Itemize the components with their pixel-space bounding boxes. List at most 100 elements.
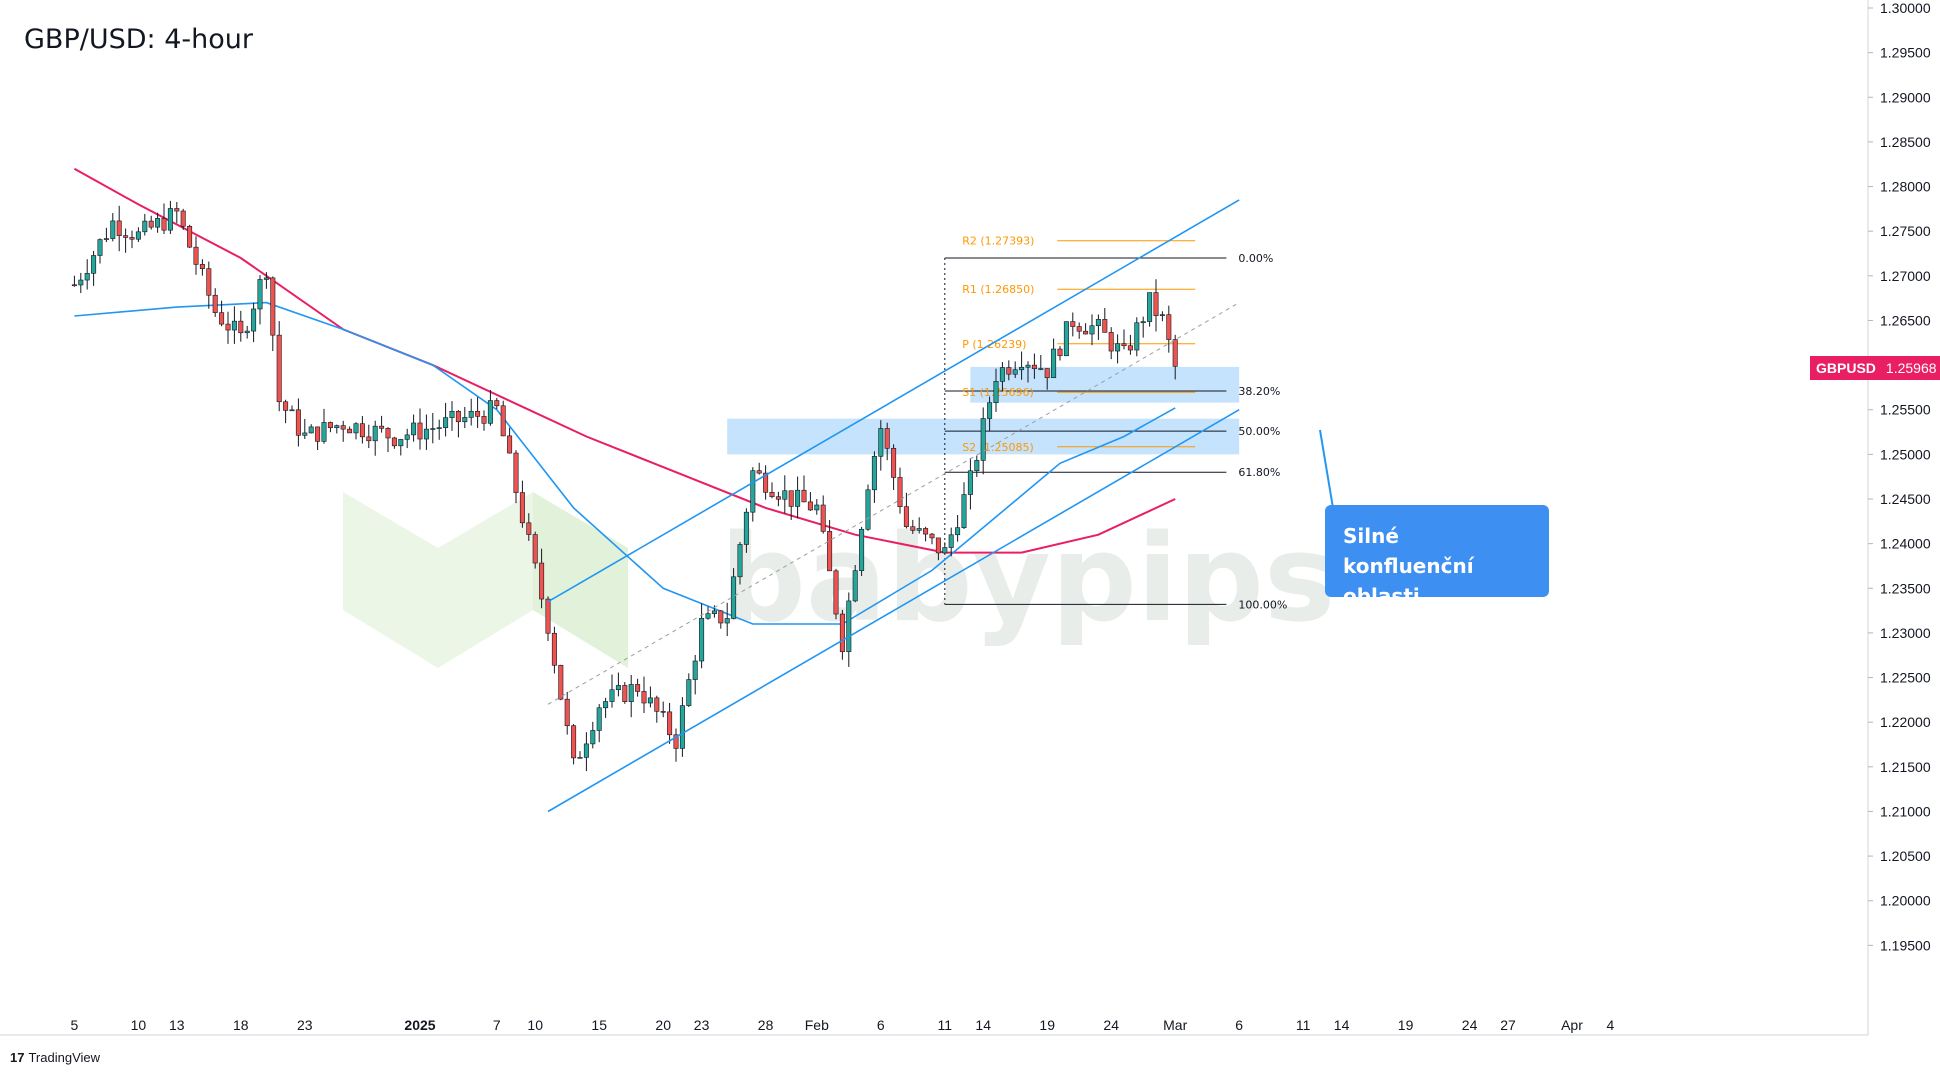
candle (436, 419, 442, 440)
price-axis-tick: 1.29500 (1880, 45, 1931, 61)
candle (110, 213, 116, 242)
candle (1159, 311, 1165, 322)
candle (398, 438, 404, 456)
candle (961, 482, 967, 529)
candle (91, 250, 97, 286)
time-axis-tick: 14 (1334, 1017, 1350, 1033)
tradingview-logo: 17 TradingView (10, 1050, 100, 1065)
candle (295, 398, 301, 447)
candle (635, 678, 641, 697)
candle (827, 520, 833, 572)
candle (782, 475, 788, 514)
candle (775, 491, 781, 507)
candle (974, 455, 980, 477)
candle (193, 236, 199, 275)
price-axis-tick: 1.22000 (1880, 714, 1931, 730)
candle (801, 475, 807, 503)
callout-line-2: oblasti (1343, 584, 1420, 608)
price-axis-tick: 1.27000 (1880, 268, 1931, 284)
price-tag-symbol: GBPUSD (1816, 359, 1876, 376)
chart-title: GBP/USD: 4-hour (24, 24, 253, 55)
time-axis-tick: 28 (758, 1017, 774, 1033)
price-axis-tick: 1.29000 (1880, 89, 1931, 105)
price-axis-tick: 1.19500 (1880, 937, 1931, 953)
candle (923, 526, 929, 542)
candle (859, 526, 865, 576)
time-axis-tick: 24 (1103, 1017, 1119, 1033)
candle (1070, 312, 1076, 337)
callout-line-1: Silné konfluenční (1343, 524, 1474, 578)
candle (443, 402, 449, 437)
candle (84, 259, 90, 290)
candle (532, 531, 538, 569)
candle (1102, 308, 1108, 333)
time-axis-tick: Feb (805, 1017, 829, 1033)
time-axis-tick: 20 (655, 1017, 671, 1033)
price-axis-tick: 1.25000 (1880, 446, 1931, 462)
candle (308, 424, 314, 434)
candle (379, 415, 385, 433)
candle (692, 654, 698, 695)
time-axis-tick: Apr (1561, 1017, 1583, 1033)
candle (942, 542, 948, 554)
time-axis-tick: 27 (1500, 1017, 1516, 1033)
candle (583, 732, 589, 772)
candle (487, 389, 493, 426)
candle (430, 412, 436, 444)
candle (871, 451, 877, 503)
candle (897, 467, 903, 514)
time-axis-tick: 24 (1462, 1017, 1478, 1033)
candle (340, 420, 346, 442)
fib-level-label: 50.00% (1238, 425, 1280, 438)
candle (334, 424, 340, 434)
candle (686, 673, 692, 707)
candle (276, 321, 282, 412)
candle (1153, 279, 1159, 332)
candle (123, 228, 129, 253)
candle (769, 482, 775, 499)
candle (724, 602, 730, 637)
candle (219, 300, 225, 327)
time-axis-tick: 7 (493, 1017, 501, 1033)
price-axis-tick: 1.24500 (1880, 491, 1931, 507)
fib-level-label: 100.00% (1238, 598, 1287, 611)
candle (1140, 316, 1146, 338)
time-axis-tick: 23 (297, 1017, 313, 1033)
time-axis-tick: 11 (1296, 1017, 1311, 1033)
price-axis-tick: 1.22500 (1880, 670, 1931, 686)
candle (1108, 327, 1114, 360)
candle (206, 261, 212, 309)
candle (161, 203, 167, 234)
price-axis-tick: 1.23000 (1880, 625, 1931, 641)
candle (244, 325, 250, 339)
candle (187, 224, 193, 248)
candle (807, 492, 813, 511)
candle (980, 407, 986, 475)
candle (1121, 329, 1127, 350)
candle (519, 480, 525, 528)
candle (660, 701, 666, 718)
time-axis-tick: 6 (877, 1017, 885, 1033)
candle (641, 676, 647, 713)
candle (231, 306, 237, 344)
candle (116, 205, 122, 252)
candle (481, 410, 487, 431)
candle (1089, 314, 1095, 346)
time-axis-tick: 4 (1607, 1017, 1615, 1033)
candle (1147, 292, 1153, 327)
candle (155, 212, 161, 233)
candle (603, 697, 609, 718)
candle (667, 702, 673, 744)
last-price-tag: GBPUSD 1.25968 (1810, 355, 1940, 380)
candle (679, 697, 685, 757)
price-axis-tick: 1.28500 (1880, 134, 1931, 150)
candle (148, 215, 154, 230)
candle (999, 361, 1005, 392)
candle (257, 275, 263, 325)
candle (1063, 321, 1069, 357)
candle (1166, 305, 1172, 353)
time-axis-tick: 19 (1039, 1017, 1055, 1033)
candle (673, 728, 679, 762)
channel-mid-line (547, 302, 1240, 705)
